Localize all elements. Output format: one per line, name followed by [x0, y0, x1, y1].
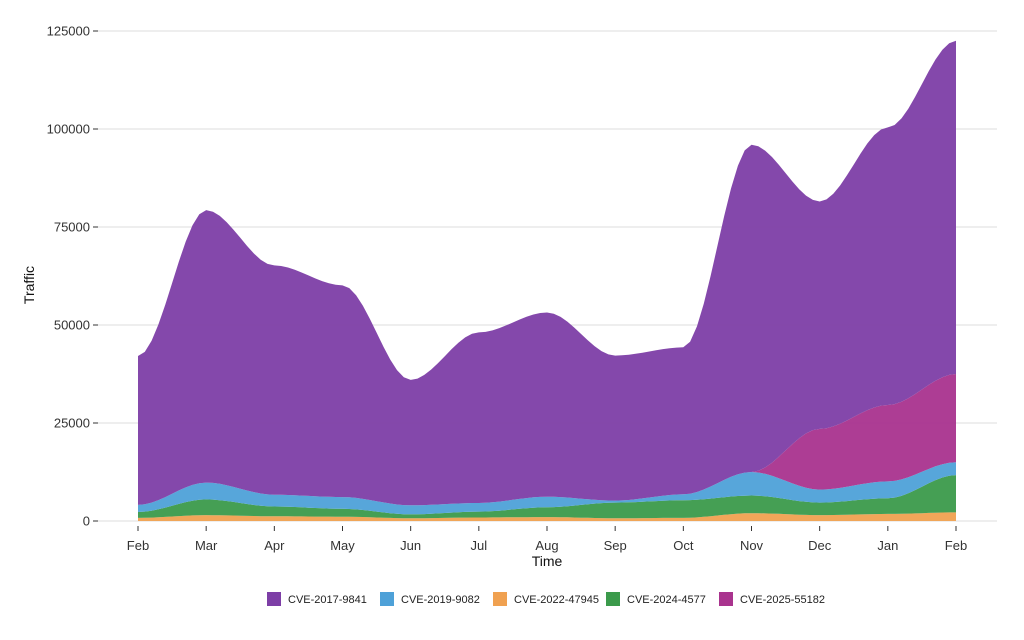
legend-label: CVE-2019-9082: [401, 594, 480, 606]
x-axis-title: Time: [532, 553, 563, 569]
x-tick-label: Apr: [264, 538, 285, 553]
legend-swatch: [267, 592, 281, 606]
x-tick-label: Jan: [877, 538, 898, 553]
legend-label: CVE-2017-9841: [288, 594, 367, 606]
y-tick-label: 50000: [54, 318, 90, 333]
x-tick-label: Sep: [604, 538, 627, 553]
y-tick-label: 100000: [47, 122, 90, 137]
x-tick-label: Jul: [471, 538, 488, 553]
legend: CVE-2017-9841 CVE-2019-9082 CVE-2022-47945…: [267, 592, 825, 606]
x-tick-label: Jun: [400, 538, 421, 553]
legend-label: CVE-2025-55182: [740, 594, 825, 606]
x-tick-label: Feb: [127, 538, 149, 553]
x-tick-label: Nov: [740, 538, 764, 553]
x-tick-label: May: [330, 538, 355, 553]
y-tick-label: 125000: [47, 24, 90, 39]
x-tick-label: Aug: [535, 538, 558, 553]
y-axis-title: Traffic: [21, 266, 37, 304]
legend-swatch: [380, 592, 394, 606]
legend-swatch: [493, 592, 507, 606]
stream-areas: [138, 40, 956, 521]
area-cve-2022-47945: [138, 512, 956, 521]
x-tick-label: Dec: [808, 538, 832, 553]
y-tick-label: 25000: [54, 416, 90, 431]
y-tick-label: 75000: [54, 220, 90, 235]
legend-swatch: [719, 592, 733, 606]
axes: 0 25000 50000 75000 100000 125000 Feb Mar Apr May…: [47, 24, 968, 554]
legend-label: CVE-2024-4577: [627, 594, 706, 606]
legend-swatch: [606, 592, 620, 606]
area-cve-2024-4577: [138, 475, 956, 519]
x-tick-label: Feb: [945, 538, 967, 553]
area-cve-2019-9082: [138, 462, 956, 515]
x-tick-label: Mar: [195, 538, 218, 553]
legend-label: CVE-2022-47945: [514, 594, 599, 606]
area-cve-2017-9841: [138, 40, 956, 506]
x-tick-label: Oct: [673, 538, 694, 553]
y-tick-label: 0: [83, 514, 90, 529]
